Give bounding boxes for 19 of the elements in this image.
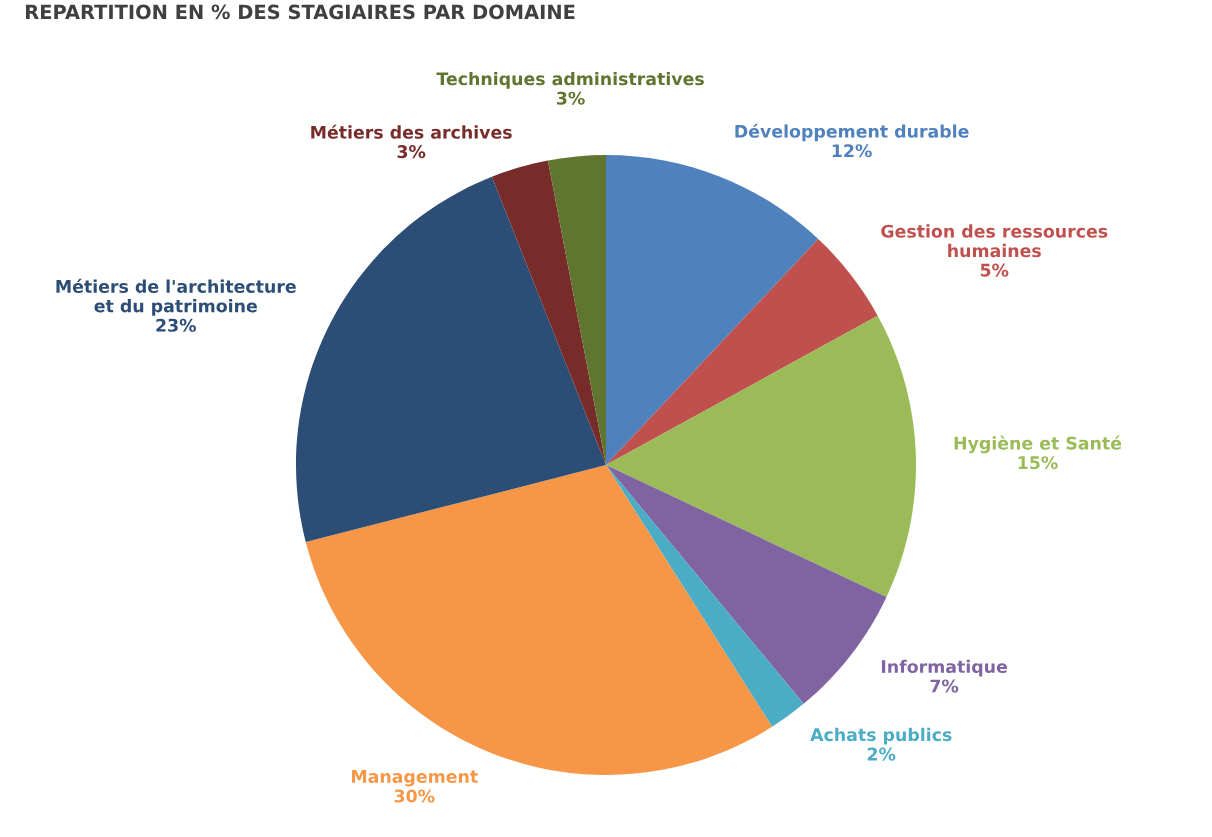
- slice-label: Gestion des ressources humaines: [881, 224, 1108, 258]
- slice-label: Informatique: [881, 659, 1007, 677]
- data-label: 23%: [156, 318, 196, 332]
- chart-title: REPARTITION EN % DES STAGIAIRES PAR DOMAINE: [26, 4, 575, 20]
- data-label: 3%: [556, 91, 585, 105]
- slice-label: Techniques administratives: [436, 71, 704, 89]
- data-label: 2%: [867, 747, 896, 761]
- slice-label: Achats publics: [810, 727, 952, 745]
- slice-label: Développement durable: [735, 123, 969, 142]
- data-label: 7%: [930, 679, 959, 693]
- data-label: 3%: [397, 145, 426, 159]
- slice-label: Métiers des archives: [311, 124, 512, 139]
- data-label: 5%: [980, 263, 1009, 277]
- data-label: 30%: [394, 789, 435, 803]
- slice-label: Hygiène et Santé: [954, 435, 1122, 454]
- data-label: 15%: [1018, 456, 1058, 470]
- slice-label: Management: [351, 770, 478, 787]
- slice-label: Métiers de l'architecture et du patrimoine: [56, 278, 296, 316]
- data-label: 12%: [832, 144, 872, 158]
